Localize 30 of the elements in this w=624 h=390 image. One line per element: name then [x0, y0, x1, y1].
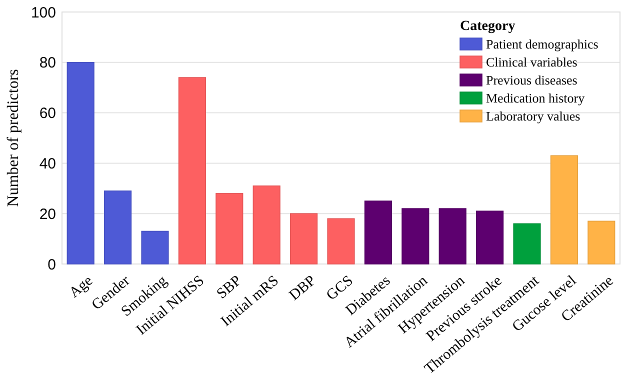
bar — [66, 62, 94, 264]
legend-label: Clinical variables — [486, 54, 578, 70]
legend-label: Previous diseases — [486, 72, 578, 88]
legend-label: Laboratory values — [486, 108, 580, 124]
y-tick-label: 40 — [39, 155, 56, 172]
y-tick-label: 20 — [39, 206, 56, 223]
y-tick-label: 0 — [48, 256, 56, 274]
bar — [290, 213, 318, 264]
legend-label: Patient demographics — [486, 36, 598, 52]
bar — [216, 193, 244, 264]
bar — [513, 223, 541, 264]
y-tick-label: 80 — [39, 54, 56, 72]
bar — [438, 208, 466, 264]
bar — [104, 190, 132, 264]
bar — [588, 220, 616, 264]
y-tick-label: 60 — [39, 105, 56, 122]
bar — [178, 77, 206, 264]
legend-label: Medication history — [486, 90, 586, 106]
bar — [476, 210, 504, 264]
bar — [252, 185, 280, 264]
bar — [364, 200, 392, 264]
bar — [141, 230, 169, 264]
bar — [402, 208, 430, 264]
y-axis-title: Number of predictors — [5, 69, 22, 207]
legend-title: Category — [460, 19, 516, 34]
y-tick-label: 100 — [30, 4, 56, 22]
x-tick-label: DBP — [286, 272, 320, 304]
bar — [327, 218, 355, 264]
bar — [550, 155, 578, 264]
x-tick-label: SBP — [214, 272, 245, 302]
